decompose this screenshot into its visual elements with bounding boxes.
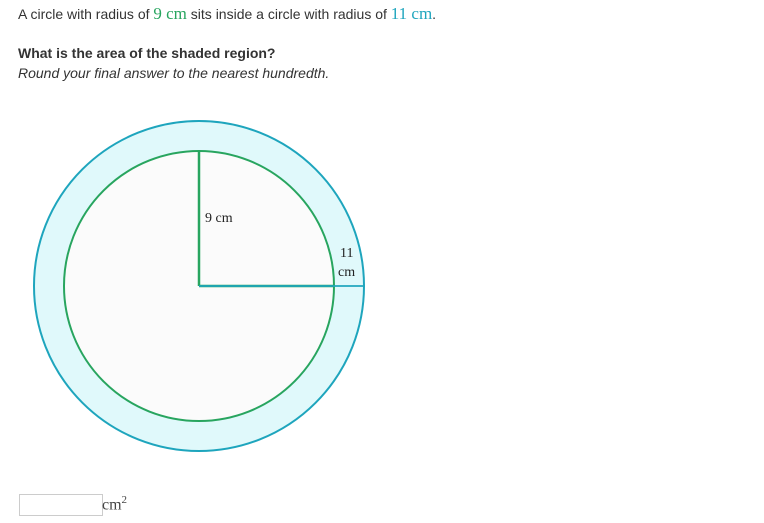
text: sits inside a circle with radius of	[186, 6, 391, 22]
outer-radius-label-number: 11	[340, 246, 353, 261]
outer-radius-label-unit: cm	[338, 265, 355, 280]
answer-input[interactable]	[19, 494, 103, 516]
outer-radius-value: 11 cm	[390, 4, 433, 23]
answer-unit: cm2	[102, 494, 127, 514]
unit-text: cm	[102, 496, 122, 514]
inner-radius-value: 9 cm	[153, 4, 187, 23]
question: What is the area of the shaded region?	[18, 45, 276, 61]
text: .	[432, 6, 437, 22]
text: A circle with radius of	[18, 6, 154, 22]
hint: Round your final answer to the nearest h…	[18, 65, 330, 81]
inner-radius-label: 9 cm	[205, 211, 233, 226]
unit-exponent: 2	[121, 494, 128, 506]
problem-statement: A circle with radius of 9 cm sits inside…	[18, 4, 436, 24]
